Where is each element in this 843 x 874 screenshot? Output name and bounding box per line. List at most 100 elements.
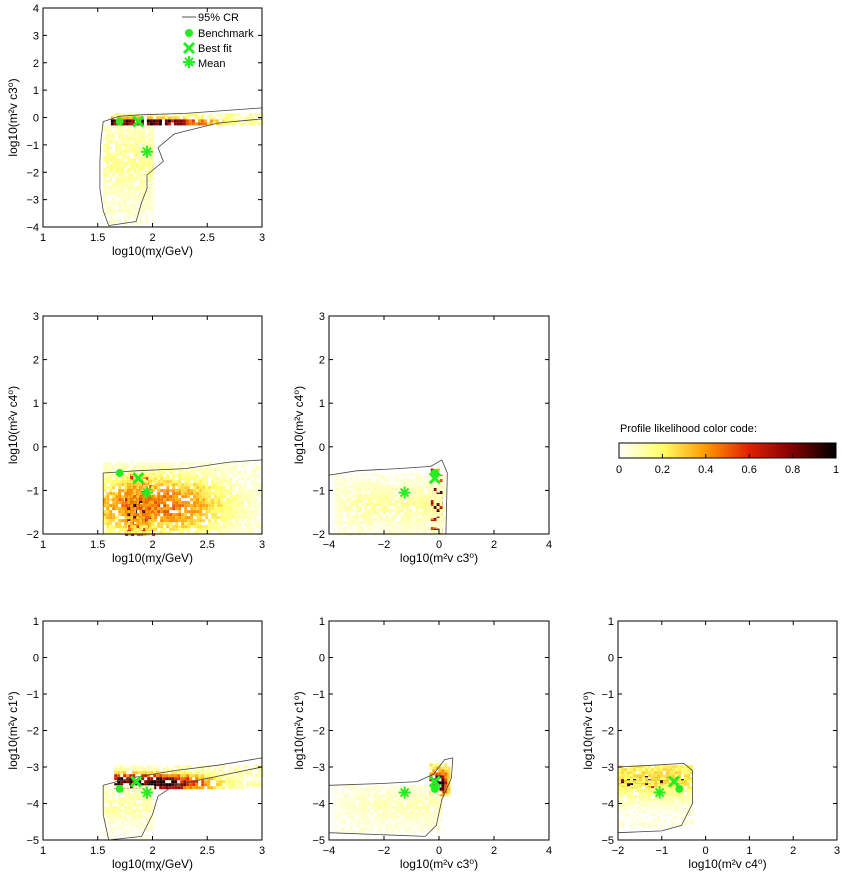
heatmap-cell: [373, 509, 377, 512]
heatmap-cell: [618, 795, 621, 799]
heatmap-cell: [234, 786, 238, 790]
heatmap-cell: [130, 827, 134, 831]
heatmap-cell: [121, 128, 125, 132]
heatmap-cell: [352, 500, 356, 503]
y-tick-label: −2: [601, 726, 614, 738]
heatmap-cell: [388, 479, 392, 482]
heatmap-cell: [642, 804, 645, 808]
heatmap-cell: [121, 194, 125, 198]
heatmap-cell: [171, 783, 175, 787]
heatmap-cell: [202, 489, 206, 493]
heatmap-cell: [133, 824, 137, 828]
heatmap-cell: [418, 521, 422, 524]
heatmap-cell: [337, 509, 341, 512]
heatmap-cell: [106, 468, 110, 472]
heatmap-cell: [233, 116, 237, 120]
heatmap-cell: [657, 795, 660, 799]
heatmap-cell: [409, 488, 413, 491]
heatmap-cell: [160, 522, 164, 526]
heatmap-cell: [124, 525, 128, 529]
heatmap-cell: [121, 818, 125, 822]
heatmap-cell: [130, 797, 134, 801]
heatmap-cell: [131, 122, 135, 126]
heatmap-cell: [370, 494, 374, 497]
heatmap-cell: [198, 777, 202, 781]
heatmap-cell: [127, 191, 131, 195]
heatmap-cell: [220, 504, 224, 508]
heatmap-cell: [118, 797, 122, 801]
heatmap-cell: [139, 164, 143, 168]
heatmap-cell: [406, 812, 410, 816]
y-tick-label: 1: [33, 616, 39, 628]
heatmap-cell: [238, 489, 242, 493]
heatmap-cell: [256, 513, 260, 517]
heatmap-cell: [127, 474, 131, 478]
heatmap-cell: [255, 771, 259, 775]
heatmap-cell: [430, 530, 434, 533]
heatmap-cell: [124, 203, 128, 207]
heatmap-cell: [349, 818, 353, 822]
heatmap-cell: [400, 527, 404, 530]
heatmap-cells: [103, 113, 264, 225]
heatmap-cell: [243, 777, 247, 781]
heatmap-cell: [355, 509, 359, 512]
heatmap-cell: [112, 164, 116, 168]
heatmap-cell: [169, 513, 173, 517]
heatmap-cell: [436, 821, 440, 825]
heatmap-cell: [220, 477, 224, 481]
heatmap-cell: [103, 176, 107, 180]
heatmap-cell: [388, 797, 392, 801]
heatmap-cell: [207, 777, 211, 781]
heatmap-cell: [361, 827, 365, 831]
heatmap-cell: [129, 780, 133, 784]
heatmap-cell: [196, 519, 200, 523]
heatmap-cell: [184, 519, 188, 523]
heatmap-cell: [361, 512, 365, 515]
heatmap-cell: [253, 480, 257, 484]
heatmap-cell: [418, 812, 422, 816]
heatmap-cell: [439, 797, 443, 801]
heatmap-cell: [144, 771, 148, 775]
heatmap-cell: [432, 763, 436, 767]
heatmap-cell: [355, 791, 359, 795]
heatmap-cell: [627, 804, 630, 808]
heatmap-cell: [391, 797, 395, 801]
heatmap-cell: [352, 794, 356, 798]
heatmap-cell: [118, 800, 122, 804]
heatmap-cell: [684, 771, 687, 775]
heatmap-cell: [139, 206, 143, 210]
heatmap-cell: [143, 476, 147, 479]
heatmap-cell: [143, 527, 147, 530]
heatmap-cell: [430, 794, 434, 798]
heatmap-cell: [663, 774, 666, 778]
heatmap-cell: [391, 509, 395, 512]
heatmap-cell: [133, 209, 137, 213]
heatmap-cell: [141, 768, 145, 772]
heatmap-cell: [418, 809, 422, 813]
heatmap-cell: [148, 185, 152, 189]
heatmap-cell: [162, 786, 166, 790]
heatmap-cell: [633, 780, 636, 784]
heatmap-cell: [151, 191, 155, 195]
heatmap-cell: [118, 200, 122, 204]
heatmap-cell: [208, 504, 212, 508]
heatmap-cell: [223, 477, 227, 481]
heatmap-cell: [166, 510, 170, 514]
heatmap-cell: [645, 768, 648, 772]
heatmap-cell: [343, 803, 347, 807]
heatmap-cell: [130, 158, 134, 162]
heatmap-cell: [642, 810, 645, 814]
heatmap-cell: [109, 474, 113, 478]
heatmap-cell: [438, 787, 442, 791]
heatmap-cell: [110, 113, 114, 117]
heatmap-cell: [340, 530, 344, 533]
heatmap-cell: [121, 803, 125, 807]
heatmap-cell: [142, 525, 146, 529]
heatmap-cell: [202, 480, 206, 484]
heatmap-cell: [181, 471, 185, 475]
heatmap-cell: [651, 789, 654, 793]
heatmap-cell: [421, 791, 425, 795]
heatmap-cell: [180, 771, 184, 775]
heatmap-cell: [139, 221, 143, 225]
heatmap-cell: [355, 503, 359, 506]
